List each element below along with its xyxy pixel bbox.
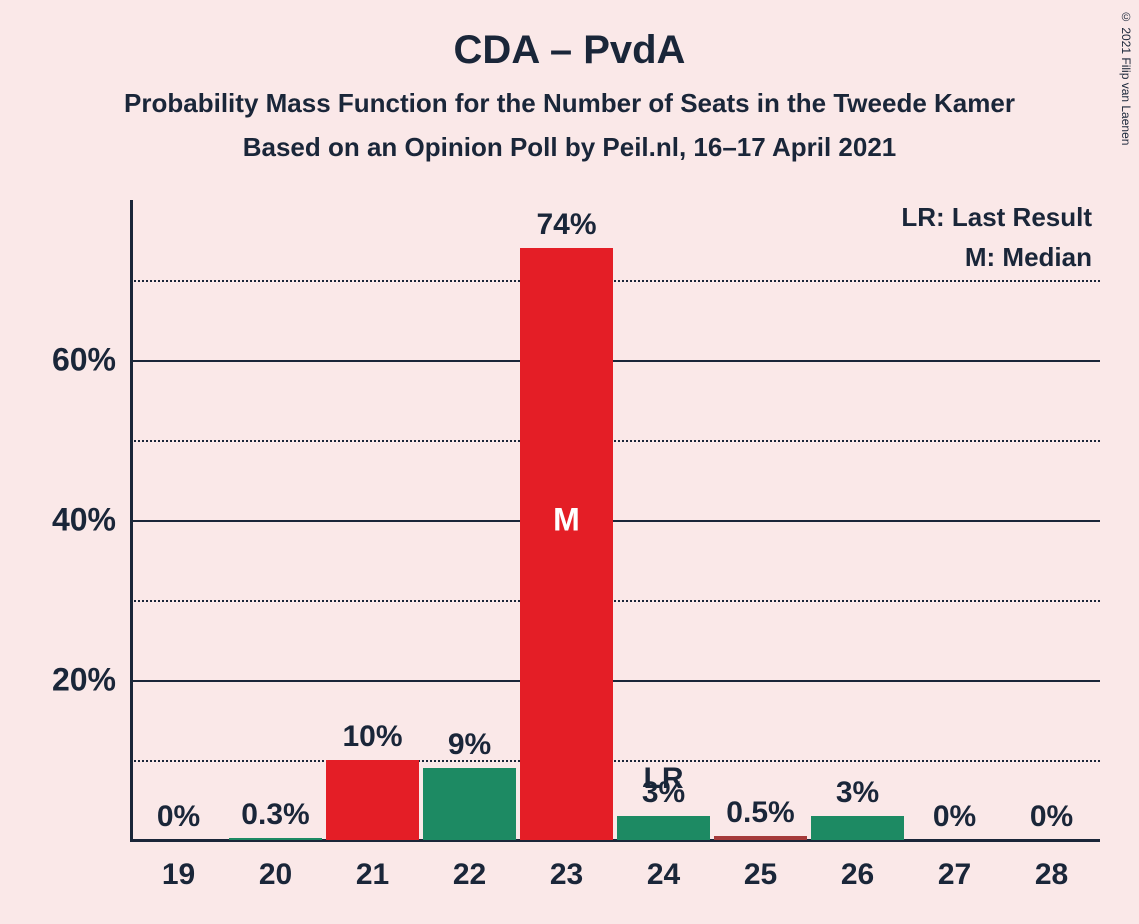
x-tick-label: 20 bbox=[259, 840, 292, 892]
x-tick-label: 21 bbox=[356, 840, 389, 892]
chart-container: CDA – PvdA Probability Mass Function for… bbox=[0, 0, 1139, 924]
bar-value-label: 0% bbox=[1030, 800, 1073, 834]
median-marker: M bbox=[553, 502, 580, 539]
x-tick-label: 22 bbox=[453, 840, 486, 892]
bar bbox=[617, 816, 709, 840]
x-tick-label: 25 bbox=[744, 840, 777, 892]
bar bbox=[423, 768, 515, 840]
x-tick-label: 26 bbox=[841, 840, 874, 892]
y-tick-label: 40% bbox=[52, 502, 130, 539]
plot-area: 20%40%60%190%200.3%2110%229%2374%M243%LR… bbox=[130, 200, 1100, 840]
bar-value-label: 9% bbox=[448, 728, 491, 762]
chart-subtitle-1: Probability Mass Function for the Number… bbox=[0, 88, 1139, 119]
bar-value-label: 0.5% bbox=[726, 796, 794, 830]
x-tick-label: 28 bbox=[1035, 840, 1068, 892]
bar bbox=[326, 760, 418, 840]
gridline-minor bbox=[130, 600, 1100, 602]
chart-title: CDA – PvdA bbox=[0, 28, 1139, 73]
legend-median: M: Median bbox=[965, 242, 1092, 273]
bar-value-label: 74% bbox=[536, 208, 596, 242]
x-tick-label: 23 bbox=[550, 840, 583, 892]
gridline-major bbox=[130, 680, 1100, 682]
gridline-minor bbox=[130, 280, 1100, 282]
x-tick-label: 27 bbox=[938, 840, 971, 892]
chart-subtitle-2: Based on an Opinion Poll by Peil.nl, 16–… bbox=[0, 132, 1139, 163]
y-tick-label: 20% bbox=[52, 662, 130, 699]
y-axis bbox=[130, 200, 133, 840]
bar-value-label: 10% bbox=[342, 720, 402, 754]
copyright-text: © 2021 Filip van Laenen bbox=[1119, 10, 1133, 145]
x-tick-label: 19 bbox=[162, 840, 195, 892]
last-result-marker: LR bbox=[644, 762, 684, 796]
gridline-major bbox=[130, 520, 1100, 522]
legend-lr: LR: Last Result bbox=[901, 202, 1092, 233]
gridline-minor bbox=[130, 760, 1100, 762]
bar bbox=[811, 816, 903, 840]
bar-value-label: 3% bbox=[836, 776, 879, 810]
gridline-major bbox=[130, 360, 1100, 362]
y-tick-label: 60% bbox=[52, 342, 130, 379]
bar-value-label: 0% bbox=[157, 800, 200, 834]
bar-value-label: 0% bbox=[933, 800, 976, 834]
x-tick-label: 24 bbox=[647, 840, 680, 892]
bar bbox=[520, 248, 612, 840]
gridline-minor bbox=[130, 440, 1100, 442]
bar-value-label: 0.3% bbox=[241, 798, 309, 832]
